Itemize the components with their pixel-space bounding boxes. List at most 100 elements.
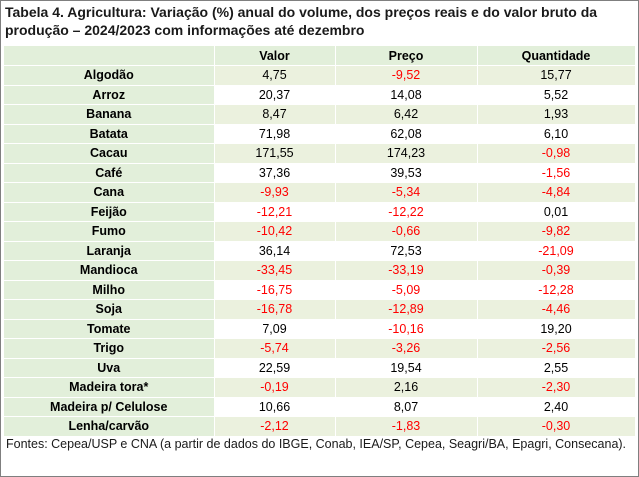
table-row: Arroz 20,37 14,08 5,52 bbox=[4, 85, 636, 105]
table-cell: 2,40 bbox=[477, 397, 636, 417]
table-cell: -33,19 bbox=[335, 260, 478, 281]
table-row: Algodão 4,75 -9,52 15,77 bbox=[4, 65, 636, 86]
row-label: Tomate bbox=[4, 319, 215, 339]
table-cell: -1,56 bbox=[477, 163, 636, 183]
table-cell: 174,23 bbox=[335, 143, 478, 164]
table-cell: 1,93 bbox=[477, 104, 636, 125]
table-body: Algodão 4,75 -9,52 15,77 Arroz 20,37 14,08 5,52… bbox=[4, 65, 636, 437]
table-cell: -0,39 bbox=[477, 260, 636, 281]
table-cell: -0,30 bbox=[477, 416, 636, 437]
table-cell: -9,82 bbox=[477, 221, 636, 242]
table-cell: -4,84 bbox=[477, 182, 636, 203]
table-row: Uva 22,59 19,54 2,55 bbox=[4, 358, 636, 378]
row-label: Laranja bbox=[4, 241, 215, 261]
data-table: Valor Preço Quantidade Algodão 4,75 -9,52 1… bbox=[4, 46, 636, 437]
table-row: Laranja 36,14 72,53 -21,09 bbox=[4, 241, 636, 261]
row-label: Cacau bbox=[4, 143, 215, 164]
table-row: Soja -16,78 -12,89 -4,46 bbox=[4, 299, 636, 320]
table-row: Milho -16,75 -5,09 -12,28 bbox=[4, 280, 636, 300]
table-row: Batata 71,98 62,08 6,10 bbox=[4, 124, 636, 144]
table-cell: -3,26 bbox=[335, 338, 478, 359]
row-label: Batata bbox=[4, 124, 215, 144]
table-cell: -0,19 bbox=[214, 377, 336, 398]
table-row: Cana -9,93 -5,34 -4,84 bbox=[4, 182, 636, 203]
table-cell: -2,30 bbox=[477, 377, 636, 398]
table-cell: 0,01 bbox=[477, 202, 636, 222]
table-cell: 15,77 bbox=[477, 65, 636, 86]
table-row: Banana 8,47 6,42 1,93 bbox=[4, 104, 636, 125]
table-cell: -12,89 bbox=[335, 299, 478, 320]
table-cell: -1,83 bbox=[335, 416, 478, 437]
column-header-valor: Valor bbox=[214, 46, 336, 66]
table-cell: -21,09 bbox=[477, 241, 636, 261]
column-header-preco: Preço bbox=[335, 46, 478, 66]
table-cell: -9,52 bbox=[335, 65, 478, 86]
row-label: Madeira p/ Celulose bbox=[4, 397, 215, 417]
table-row: Café 37,36 39,53 -1,56 bbox=[4, 163, 636, 183]
table-cell: -16,75 bbox=[214, 280, 336, 300]
table-cell: -10,42 bbox=[214, 221, 336, 242]
table-cell: 39,53 bbox=[335, 163, 478, 183]
table-cell: 8,47 bbox=[214, 104, 336, 125]
row-label: Uva bbox=[4, 358, 215, 378]
row-label: Soja bbox=[4, 299, 215, 320]
table-cell: -4,46 bbox=[477, 299, 636, 320]
table-title: Tabela 4. Agricultura: Variação (%) anua… bbox=[5, 4, 598, 38]
table-row: Madeira p/ Celulose 10,66 8,07 2,40 bbox=[4, 397, 636, 417]
table-cell: -12,22 bbox=[335, 202, 478, 222]
table-row: Feijão -12,21 -12,22 0,01 bbox=[4, 202, 636, 222]
table-cell: 22,59 bbox=[214, 358, 336, 378]
table-cell: 72,53 bbox=[335, 241, 478, 261]
table-cell: -2,56 bbox=[477, 338, 636, 359]
source-note: Fontes: Cepea/USP e CNA (a partir de dad… bbox=[6, 437, 627, 451]
table-cell: -5,34 bbox=[335, 182, 478, 203]
row-label: Banana bbox=[4, 104, 215, 125]
table-cell: 36,14 bbox=[214, 241, 336, 261]
table-cell: -5,09 bbox=[335, 280, 478, 300]
table-row: Trigo -5,74 -3,26 -2,56 bbox=[4, 338, 636, 359]
table-row: Lenha/carvão -2,12 -1,83 -0,30 bbox=[4, 416, 636, 437]
table-cell: 7,09 bbox=[214, 319, 336, 339]
row-label: Madeira tora* bbox=[4, 377, 215, 398]
row-label: Fumo bbox=[4, 221, 215, 242]
table-cell: 5,52 bbox=[477, 85, 636, 105]
table-row: Mandioca -33,45 -33,19 -0,39 bbox=[4, 260, 636, 281]
table-cell: 19,54 bbox=[335, 358, 478, 378]
table-cell: 4,75 bbox=[214, 65, 336, 86]
table-cell: 14,08 bbox=[335, 85, 478, 105]
row-label: Mandioca bbox=[4, 260, 215, 281]
table-cell: -16,78 bbox=[214, 299, 336, 320]
table-cell: 19,20 bbox=[477, 319, 636, 339]
table-row: Cacau 171,55 174,23 -0,98 bbox=[4, 143, 636, 164]
table-cell: 2,55 bbox=[477, 358, 636, 378]
row-label: Lenha/carvão bbox=[4, 416, 215, 437]
row-label: Feijão bbox=[4, 202, 215, 222]
row-label: Trigo bbox=[4, 338, 215, 359]
header-row: Valor Preço Quantidade bbox=[4, 46, 636, 66]
table-cell: 8,07 bbox=[335, 397, 478, 417]
row-label: Cana bbox=[4, 182, 215, 203]
header-blank-cell bbox=[4, 46, 215, 66]
table-cell: 6,42 bbox=[335, 104, 478, 125]
table-cell: 20,37 bbox=[214, 85, 336, 105]
table-cell: -12,21 bbox=[214, 202, 336, 222]
table-cell: 10,66 bbox=[214, 397, 336, 417]
table-row: Madeira tora* -0,19 2,16 -2,30 bbox=[4, 377, 636, 398]
table-row: Tomate 7,09 -10,16 19,20 bbox=[4, 319, 636, 339]
table-cell: -0,66 bbox=[335, 221, 478, 242]
table-cell: -33,45 bbox=[214, 260, 336, 281]
table-cell: -12,28 bbox=[477, 280, 636, 300]
table-cell: -9,93 bbox=[214, 182, 336, 203]
table-cell: -10,16 bbox=[335, 319, 478, 339]
table-cell: -5,74 bbox=[214, 338, 336, 359]
column-header-quantidade: Quantidade bbox=[477, 46, 636, 66]
table-cell: 37,36 bbox=[214, 163, 336, 183]
row-label: Café bbox=[4, 163, 215, 183]
table-cell: 2,16 bbox=[335, 377, 478, 398]
row-label: Milho bbox=[4, 280, 215, 300]
table-cell: 62,08 bbox=[335, 124, 478, 144]
table-cell: -0,98 bbox=[477, 143, 636, 164]
table-cell: -2,12 bbox=[214, 416, 336, 437]
table-cell: 6,10 bbox=[477, 124, 636, 144]
